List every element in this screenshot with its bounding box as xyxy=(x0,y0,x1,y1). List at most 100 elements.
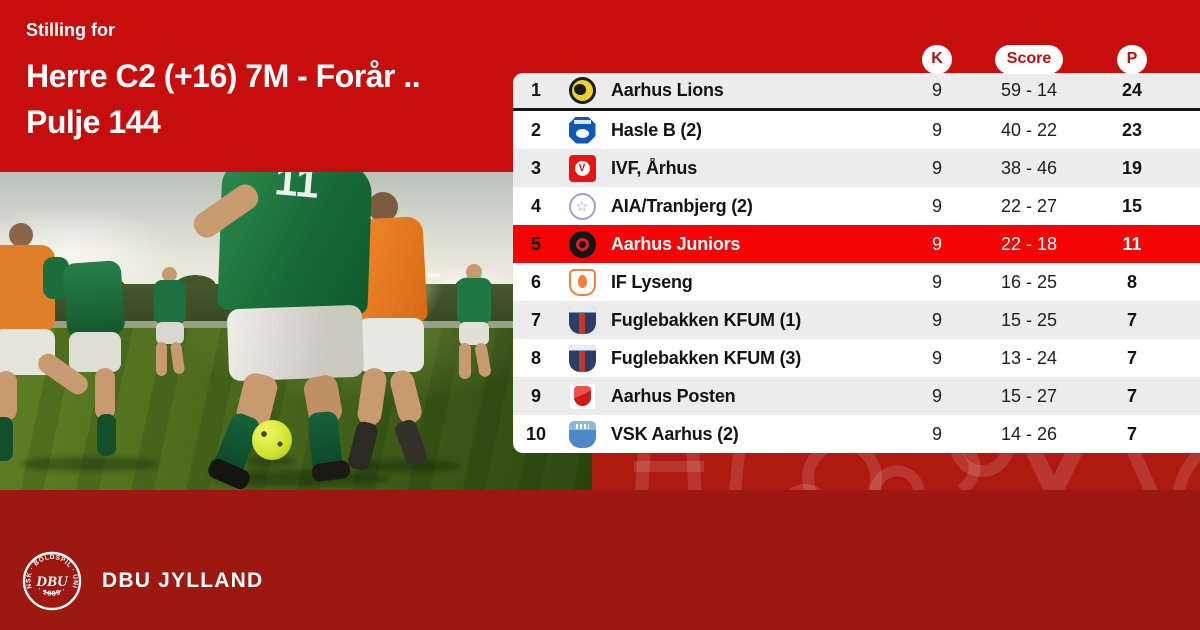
club-crest-graphic xyxy=(568,420,596,448)
goal-score: 22 - 27 xyxy=(1000,195,1058,216)
club-crest-graphic xyxy=(568,268,596,296)
club-crest-icon xyxy=(559,420,605,448)
column-matches: K xyxy=(902,44,972,74)
table-rows: 1 Aarhus Lions 9 59 - 14 24 2 Hasle B (2… xyxy=(513,73,1200,453)
table-row: 9 Aarhus Posten 9 15 - 27 7 xyxy=(513,377,1200,415)
matches-played: 9 xyxy=(931,119,942,140)
position: 2 xyxy=(530,119,541,140)
position: 8 xyxy=(530,347,541,368)
player-head xyxy=(466,264,482,280)
table-row: 8 Fuglebakken KFUM (3) 9 13 - 24 7 xyxy=(513,339,1200,377)
table-row: 3 IVF, Århus 9 38 - 46 19 xyxy=(513,149,1200,187)
player-leg xyxy=(459,343,471,379)
matches-played: 9 xyxy=(931,80,942,100)
player-jersey xyxy=(457,278,491,324)
team-name: Fuglebakken KFUM (1) xyxy=(611,309,802,330)
table-column-headers: K Score P xyxy=(513,44,1200,74)
pretitle: Stilling for xyxy=(26,20,115,40)
column-points: P xyxy=(1086,44,1178,74)
club-crest-graphic xyxy=(568,116,596,144)
team-name: IVF, Århus xyxy=(611,157,698,178)
football-icon xyxy=(252,420,292,460)
points: 19 xyxy=(1121,157,1143,178)
player-figure-main: 11 xyxy=(189,172,380,490)
matches-header-pill: K xyxy=(922,44,952,74)
team-name: IF Lyseng xyxy=(611,271,693,292)
club-crest-icon xyxy=(559,382,605,410)
position: 7 xyxy=(530,309,541,330)
player-leg xyxy=(474,342,492,378)
goal-score: 14 - 26 xyxy=(1000,423,1058,444)
player-figure xyxy=(148,267,193,417)
points: 7 xyxy=(1126,347,1137,368)
team-name: Fuglebakken KFUM (3) xyxy=(611,347,802,368)
club-crest-icon xyxy=(559,230,605,258)
player-figure-orange-bib xyxy=(330,192,440,490)
goal-score: 16 - 25 xyxy=(1000,271,1058,292)
dbu-logo-icon: DANSK · BOLDSPIL · UNION · 1889 · DBU xyxy=(22,551,82,611)
club-crest-icon xyxy=(559,306,605,334)
position: 10 xyxy=(525,423,547,444)
matches-played: 9 xyxy=(931,195,942,216)
table-row: 2 Hasle B (2) 9 40 - 22 23 xyxy=(513,111,1200,149)
club-crest-graphic xyxy=(568,230,596,258)
points: 8 xyxy=(1126,271,1137,292)
goal-score: 22 - 18 xyxy=(1000,233,1058,254)
team-name: Aarhus Juniors xyxy=(611,233,741,254)
matches-played: 9 xyxy=(931,423,942,444)
table-row: 7 Fuglebakken KFUM (1) 9 15 - 25 7 xyxy=(513,301,1200,339)
team-name: AIA/Tranbjerg (2) xyxy=(611,195,753,216)
club-crest-icon xyxy=(559,344,605,372)
matches-played: 9 xyxy=(931,157,942,178)
points-header-pill: P xyxy=(1117,44,1147,74)
club-crest-icon xyxy=(559,192,605,220)
competition-title-line2: Pulje 144 xyxy=(26,104,161,140)
player-sock xyxy=(392,417,430,468)
logo-year-text: · 1889 · xyxy=(36,586,67,598)
table-row: 1 Aarhus Lions 9 59 - 14 24 xyxy=(513,73,1200,111)
matches-played: 9 xyxy=(931,385,942,406)
table-row: 10 VSK Aarhus (2) 9 14 - 26 7 xyxy=(513,415,1200,453)
points: 7 xyxy=(1126,423,1137,444)
club-crest-graphic xyxy=(568,77,596,104)
points: 23 xyxy=(1121,119,1143,140)
matches-played: 9 xyxy=(931,271,942,292)
points: 11 xyxy=(1122,233,1142,254)
player-shorts xyxy=(226,304,365,382)
page-title: Stilling for Herre C2 (+16) 7M - Forår .… xyxy=(26,20,421,145)
team-name: VSK Aarhus (2) xyxy=(611,423,739,444)
competition-title: Herre C2 (+16) 7M - Forår .. Pulje 144 xyxy=(26,53,421,145)
club-crest-graphic xyxy=(568,382,596,410)
competition-title-line1: Herre C2 (+16) 7M - Forår .. xyxy=(26,58,421,94)
matches-played: 9 xyxy=(931,233,942,254)
points: 15 xyxy=(1121,195,1143,216)
logo-center-text: DBU xyxy=(35,574,69,590)
player-figure xyxy=(452,264,497,424)
column-score: Score xyxy=(972,44,1086,74)
goal-score: 13 - 24 xyxy=(1000,347,1058,368)
player-jersey xyxy=(62,260,126,338)
team-name: Aarhus Lions xyxy=(611,80,724,100)
goal-score: 59 - 14 xyxy=(1000,80,1058,100)
player-shadow xyxy=(350,460,460,472)
goal-score: 15 - 27 xyxy=(1000,385,1058,406)
team-name: Aarhus Posten xyxy=(611,385,736,406)
position: 3 xyxy=(530,157,541,178)
watermark-band xyxy=(592,453,1200,490)
club-crest-icon xyxy=(559,268,605,296)
table-row: 6 IF Lyseng 9 16 - 25 8 xyxy=(513,263,1200,301)
position: 9 xyxy=(530,385,541,406)
player-leg xyxy=(95,368,115,420)
goal-score: 15 - 25 xyxy=(1000,309,1058,330)
player-leg xyxy=(0,371,17,421)
player-figure xyxy=(34,242,145,482)
svg-text:· 1889 ·: · 1889 · xyxy=(36,586,68,598)
ball-shadow xyxy=(248,456,296,466)
matches-played: 9 xyxy=(931,347,942,368)
player-shorts xyxy=(358,318,424,372)
table-row: 5 Aarhus Juniors 9 22 - 18 11 xyxy=(513,225,1200,263)
player-head xyxy=(162,267,177,282)
club-crest-graphic xyxy=(568,154,596,182)
player-shorts xyxy=(69,332,121,372)
player-jersey xyxy=(154,280,186,324)
